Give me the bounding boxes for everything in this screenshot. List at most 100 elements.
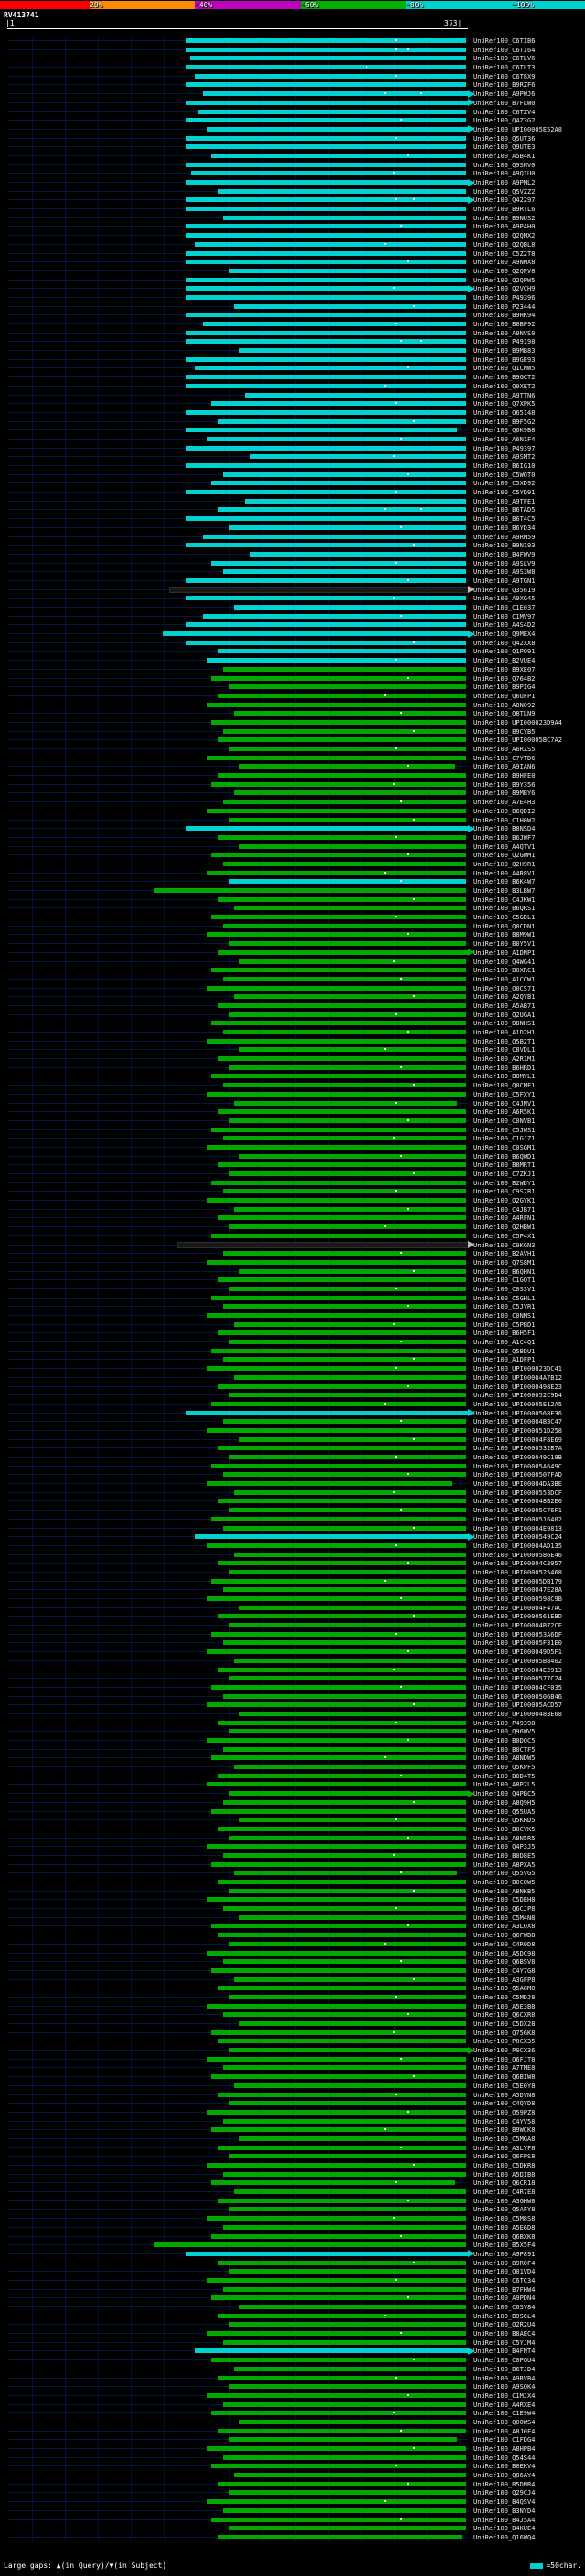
hit-alignment-bar[interactable] xyxy=(186,463,466,468)
hit-label[interactable]: UniRef100_C8VDL1 xyxy=(473,1046,536,1055)
hit-label[interactable]: UniRef100_A4RFN1 xyxy=(473,1214,536,1223)
hit-alignment-bar[interactable] xyxy=(198,109,466,114)
hit-alignment-bar[interactable] xyxy=(211,2074,466,2080)
hit-label[interactable]: UniRef100_UPI000053A6DF xyxy=(473,1630,562,1638)
hit-alignment-bar[interactable] xyxy=(229,1791,468,1797)
hit-alignment-bar[interactable] xyxy=(223,2454,466,2460)
hit-alignment-bar[interactable] xyxy=(223,1640,466,1646)
hit-label[interactable]: UniRef100_UPI00004DA3BE xyxy=(473,1480,562,1489)
hit-label[interactable]: UniRef100_UPI0000498E23 xyxy=(473,1383,562,1391)
hit-alignment-bar[interactable] xyxy=(211,1401,466,1406)
hit-alignment-bar[interactable] xyxy=(211,1631,466,1637)
hit-label[interactable]: UniRef100_C1MV97 xyxy=(473,612,536,620)
hit-label[interactable]: UniRef100_P49198 xyxy=(473,338,536,346)
hit-label[interactable]: UniRef100_Q5VZZ2 xyxy=(473,187,536,196)
hit-alignment-bar[interactable] xyxy=(229,1888,466,1893)
hit-label[interactable]: UniRef100_UPI000048B2E0 xyxy=(473,1498,562,1506)
hit-label[interactable]: UniRef100_C0S3V1 xyxy=(473,1285,536,1293)
hit-label[interactable]: UniRef100_A4S4D2 xyxy=(473,621,536,630)
hit-alignment-bar[interactable] xyxy=(211,1684,466,1690)
hit-label[interactable]: UniRef100_UPI0000483E68 xyxy=(473,1710,562,1718)
hit-alignment-bar[interactable] xyxy=(234,790,466,796)
hit-label[interactable]: UniRef100_C4JB71 xyxy=(473,1205,536,1214)
hit-alignment-bar[interactable] xyxy=(234,2189,466,2195)
hit-label[interactable]: UniRef100_A3GFP8 xyxy=(473,1976,536,1984)
hit-label[interactable]: UniRef100_A5E3B8 xyxy=(473,2002,536,2010)
hit-label[interactable]: UniRef100_B4J5A4 xyxy=(473,2516,536,2524)
hit-label[interactable]: UniRef100_A7E4H3 xyxy=(473,799,536,807)
hit-alignment-bar[interactable] xyxy=(223,2171,466,2177)
hit-alignment-bar[interactable] xyxy=(223,1587,466,1593)
hit-label[interactable]: UniRef100_A9NMX8 xyxy=(473,259,536,267)
hit-label[interactable]: UniRef100_A2QYB1 xyxy=(473,993,536,1002)
hit-label[interactable]: UniRef100_A5E6D8 xyxy=(473,2223,536,2231)
hit-label[interactable]: UniRef100_A9PML2 xyxy=(473,179,536,186)
hit-label[interactable]: UniRef100_A3LYF8 xyxy=(473,2144,536,2152)
hit-alignment-bar[interactable] xyxy=(229,2048,468,2053)
hit-alignment-bar[interactable] xyxy=(234,605,466,610)
hit-label[interactable]: UniRef100_UPI00005E12A5 xyxy=(473,1400,562,1408)
hit-label[interactable]: UniRef100_C5DKR8 xyxy=(473,2162,536,2169)
hit-alignment-bar[interactable] xyxy=(223,800,466,805)
hit-alignment-bar[interactable] xyxy=(211,2517,466,2522)
hit-alignment-bar[interactable] xyxy=(223,1357,466,1362)
hit-alignment-bar[interactable] xyxy=(207,1844,466,1850)
hit-label[interactable]: UniRef100_B2AVH1 xyxy=(473,1250,536,1258)
hit-label[interactable]: UniRef100_A6R5K1 xyxy=(473,1108,536,1117)
hit-label[interactable]: UniRef100_Q5AFY8 xyxy=(473,2206,536,2214)
hit-label[interactable]: UniRef100_C0PGU4 xyxy=(473,2357,536,2365)
hit-alignment-bar[interactable] xyxy=(234,2083,466,2088)
hit-alignment-bar[interactable] xyxy=(218,773,466,779)
hit-label[interactable]: UniRef100_UPI0000532B7A xyxy=(473,1445,562,1453)
hit-alignment-bar[interactable] xyxy=(186,233,466,239)
hit-alignment-bar[interactable] xyxy=(211,2358,466,2363)
hit-label[interactable]: UniRef100_B9HFE0 xyxy=(473,772,536,780)
hit-label[interactable]: UniRef100_B6TAD5 xyxy=(473,506,536,514)
hit-label[interactable]: UniRef100_A9P891 xyxy=(473,2250,536,2258)
hit-alignment-bar[interactable] xyxy=(223,2065,466,2071)
hit-label[interactable]: UniRef100_B0CTF5 xyxy=(473,1745,536,1754)
hit-alignment-bar[interactable] xyxy=(245,498,466,504)
hit-label[interactable]: UniRef100_A1C4Q1 xyxy=(473,1339,536,1347)
hit-label[interactable]: UniRef100_A9PWJ6 xyxy=(473,90,536,99)
hit-alignment-bar[interactable] xyxy=(239,1153,466,1159)
hit-label[interactable]: UniRef100_A9TTN6 xyxy=(473,391,536,399)
hit-alignment-bar[interactable] xyxy=(186,260,466,265)
hit-label[interactable]: UniRef100_C4JKW1 xyxy=(473,896,536,904)
hit-label[interactable]: UniRef100_Q9XET2 xyxy=(473,382,536,390)
hit-alignment-bar[interactable] xyxy=(218,1446,466,1451)
hit-label[interactable]: UniRef100_A9RVB4 xyxy=(473,2374,536,2382)
hit-label[interactable]: UniRef100_Q2GYK1 xyxy=(473,1197,536,1205)
hit-label[interactable]: UniRef100_A5DIB8 xyxy=(473,2170,536,2178)
hit-label[interactable]: UniRef100_Q7S8M1 xyxy=(473,1258,536,1267)
hit-label[interactable]: UniRef100_Q4P3J5 xyxy=(473,1843,536,1851)
hit-label[interactable]: UniRef100_UPI000049D5F1 xyxy=(473,1648,562,1657)
hit-label[interactable]: UniRef100_UPI00005F31E0 xyxy=(473,1639,562,1648)
hit-label[interactable]: UniRef100_Q55UA5 xyxy=(473,1807,536,1816)
hit-alignment-bar[interactable] xyxy=(229,1729,466,1734)
hit-label[interactable]: UniRef100_B9GCT2 xyxy=(473,374,536,382)
hit-label[interactable]: UniRef100_C0SGM1 xyxy=(473,1143,536,1151)
hit-label[interactable]: UniRef100_A8Q9H5 xyxy=(473,1798,536,1807)
hit-label[interactable]: UniRef100_Q2UGA1 xyxy=(473,1011,536,1019)
hit-label[interactable]: UniRef100_UPI0000553DCF xyxy=(473,1489,562,1497)
hit-label[interactable]: UniRef100_B0EKV4 xyxy=(473,2463,536,2471)
hit-alignment-bar[interactable] xyxy=(239,1436,466,1442)
hit-alignment-bar[interactable] xyxy=(223,2224,466,2230)
hit-label[interactable]: UniRef100_A1DNP1 xyxy=(473,949,536,957)
hit-alignment-bar[interactable] xyxy=(207,1427,466,1433)
hit-label[interactable]: UniRef100_A5DC98 xyxy=(473,1949,536,1957)
hit-alignment-bar[interactable] xyxy=(207,2056,466,2062)
hit-label[interactable]: UniRef100_C6TLV6 xyxy=(473,55,536,63)
hit-label[interactable]: UniRef100_A1DFP1 xyxy=(473,1356,536,1364)
hit-label[interactable]: UniRef100_A7TME8 xyxy=(473,2064,536,2072)
hit-label[interactable]: UniRef100_Q0CMF1 xyxy=(473,1082,536,1090)
hit-label[interactable]: UniRef100_UPI000023D9A4 xyxy=(473,718,562,726)
hit-label[interactable]: UniRef100_UPI0000568F36 xyxy=(473,1409,562,1417)
hit-alignment-bar[interactable] xyxy=(203,613,466,619)
hit-label[interactable]: UniRef100_C5WQT0 xyxy=(473,471,536,479)
hit-alignment-bar[interactable] xyxy=(223,1746,466,1752)
hit-alignment-bar[interactable] xyxy=(207,932,466,938)
hit-label[interactable]: UniRef100_A4RXE4 xyxy=(473,2401,536,2409)
hit-label[interactable]: UniRef100_Q35619 xyxy=(473,586,536,594)
